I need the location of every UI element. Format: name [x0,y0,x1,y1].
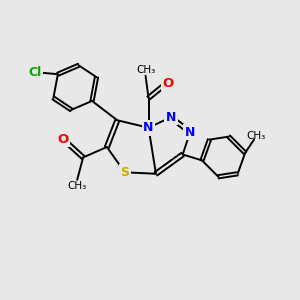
Text: N: N [185,126,195,139]
Text: CH₃: CH₃ [136,65,155,75]
Text: N: N [166,111,176,124]
Text: CH₃: CH₃ [68,181,87,191]
Text: O: O [163,76,174,90]
Text: CH₃: CH₃ [246,131,265,141]
Text: S: S [120,166,129,179]
Text: O: O [58,133,69,146]
Text: N: N [143,121,154,134]
Text: Cl: Cl [28,66,42,79]
